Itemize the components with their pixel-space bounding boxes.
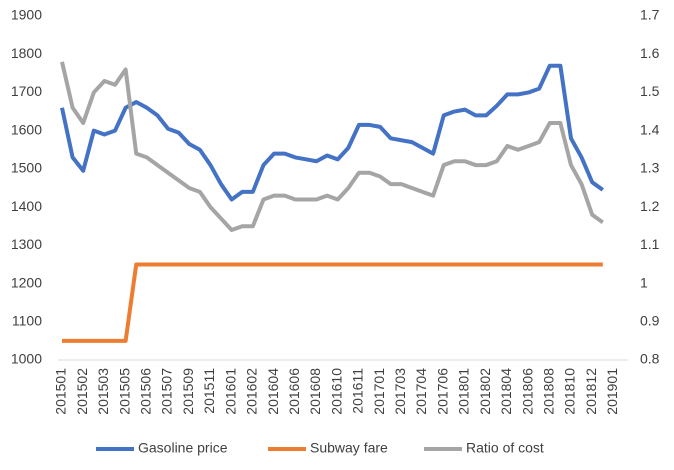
x-tick-label: 201901 <box>604 368 620 415</box>
x-tick-label: 201503 <box>95 368 111 415</box>
x-tick-label: 201610 <box>328 368 344 415</box>
x-tick-label: 201701 <box>371 368 387 415</box>
x-tick-label: 201507 <box>159 368 175 415</box>
legend-label: Ratio of cost <box>466 440 544 456</box>
y2-tick-label: 1.2 <box>640 198 660 214</box>
series-line <box>60 63 604 202</box>
x-tick-label: 201502 <box>74 368 90 415</box>
x-tick-label: 201606 <box>286 368 302 415</box>
x-tick-label: 201802 <box>477 368 493 415</box>
y2-tick-label: 1.4 <box>640 121 660 137</box>
x-tick-label: 201505 <box>116 368 132 415</box>
y2-tick-label: 1 <box>640 274 648 290</box>
y-tick-label: 1000 <box>11 351 42 367</box>
x-tick-label: 201812 <box>583 368 599 415</box>
x-tick-label: 201602 <box>244 368 260 415</box>
y-tick-label: 1500 <box>11 160 42 176</box>
x-tick-label: 201810 <box>562 368 578 415</box>
y-tick-label: 1700 <box>11 83 42 99</box>
x-tick-label: 201804 <box>498 368 514 415</box>
x-tick-label: 201501 <box>53 368 69 415</box>
x-tick-label: 201511 <box>201 368 217 414</box>
x-tick-label: 201808 <box>540 368 556 415</box>
x-tick-label: 201604 <box>265 368 281 415</box>
series-line <box>62 262 603 343</box>
y2-tick-label: 1.6 <box>640 45 660 61</box>
y2-tick-label: 1.7 <box>640 7 660 23</box>
x-tick-label: 201801 <box>456 368 472 415</box>
y2-tick-label: 1.3 <box>640 160 660 176</box>
x-tick-label: 201506 <box>138 368 154 415</box>
y-tick-label: 1800 <box>11 45 42 61</box>
x-tick-label: 201706 <box>434 368 450 415</box>
y-tick-label: 1100 <box>12 312 42 328</box>
x-tick-label: 201601 <box>222 368 238 415</box>
y2-tick-label: 0.8 <box>640 351 660 367</box>
x-tick-label: 201704 <box>413 368 429 415</box>
y2-tick-label: 0.9 <box>640 312 660 328</box>
series-line <box>60 61 604 233</box>
legend-label: Gasoline price <box>138 440 228 456</box>
x-tick-label: 201806 <box>519 368 535 415</box>
x-tick-label: 201703 <box>392 368 408 415</box>
y2-tick-label: 1.1 <box>640 236 660 252</box>
legend-label: Subway fare <box>310 440 388 456</box>
y-tick-label: 1400 <box>11 198 42 214</box>
y2-tick-label: 1.5 <box>640 83 660 99</box>
y-tick-label: 1900 <box>11 7 42 23</box>
y-tick-label: 1200 <box>11 274 42 290</box>
x-tick-label: 201509 <box>180 368 196 415</box>
x-tick-label: 201608 <box>307 368 323 415</box>
x-tick-label: 201611 <box>350 368 366 414</box>
y-tick-label: 1600 <box>11 121 42 137</box>
y-tick-label: 1300 <box>11 236 42 252</box>
